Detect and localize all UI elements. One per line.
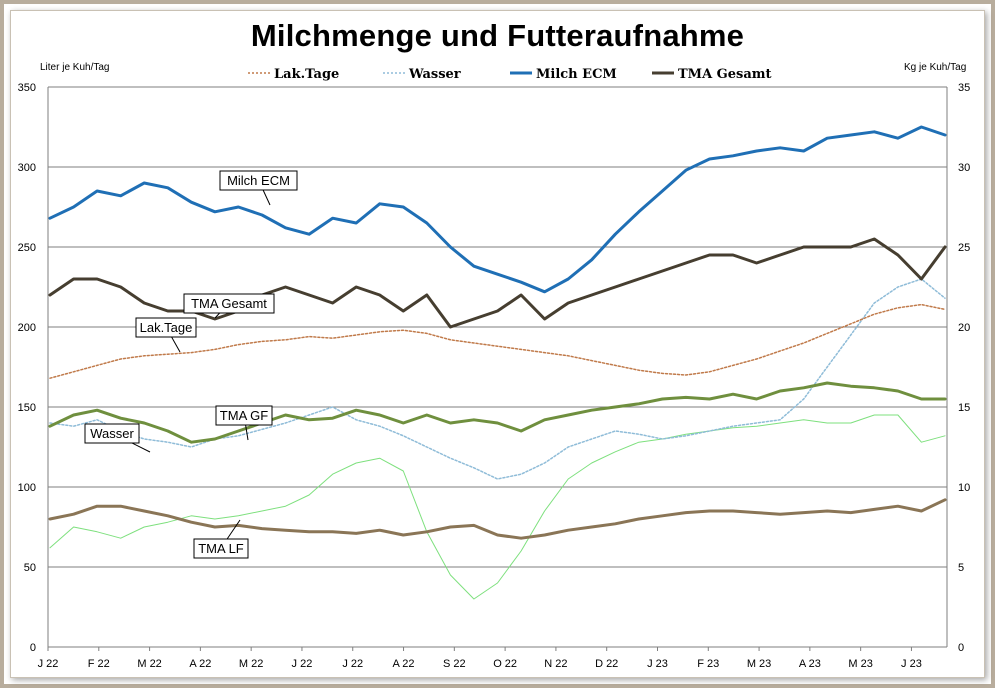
legend-label: Lak.Tage xyxy=(274,67,339,82)
y-left-tick-label: 300 xyxy=(18,162,36,174)
callout-box xyxy=(219,170,298,191)
callout-label: TMA GF xyxy=(220,408,268,423)
series-line-tma-gf xyxy=(48,381,947,444)
right-axis-unit: Kg je Kuh/Tag xyxy=(904,62,967,73)
x-tick-label: M 22 xyxy=(239,658,263,670)
x-tick-label: M 22 xyxy=(137,658,161,670)
callout-label: TMA LF xyxy=(198,541,244,556)
x-tick-label: A 23 xyxy=(799,658,821,670)
callout-box xyxy=(215,405,273,426)
x-tick-label: F 22 xyxy=(88,658,110,670)
callout-label: Milch ECM xyxy=(227,173,290,188)
series-line-tma-gesamt xyxy=(48,237,947,329)
callout-label: Wasser xyxy=(90,426,134,441)
y-left-tick-label: 200 xyxy=(18,322,36,334)
y-left-tick-label: 100 xyxy=(18,482,36,494)
x-tick-label: D 22 xyxy=(595,658,618,670)
y-left-tick-label: 50 xyxy=(24,562,36,574)
y-right-tick-label: 20 xyxy=(958,322,970,334)
y-right-tick-label: 15 xyxy=(958,402,970,414)
callout-box xyxy=(135,317,197,338)
x-tick-label: S 22 xyxy=(443,658,466,670)
chart-frame-inner xyxy=(10,10,985,678)
series-line-wasser xyxy=(49,278,946,480)
x-tick-label: M 23 xyxy=(848,658,872,670)
callout-box xyxy=(183,293,275,314)
x-tick-label: M 23 xyxy=(747,658,771,670)
x-tick-label: J 23 xyxy=(901,658,922,670)
x-tick-label: J 23 xyxy=(647,658,668,670)
y-right-tick-label: 0 xyxy=(958,642,964,654)
y-left-tick-label: 150 xyxy=(18,402,36,414)
left-axis-unit: Liter je Kuh/Tag xyxy=(40,62,110,73)
x-tick-label: N 22 xyxy=(544,658,567,670)
legend-label: TMA Gesamt xyxy=(678,67,772,82)
y-right-tick-label: 5 xyxy=(958,562,964,574)
y-left-tick-label: 0 xyxy=(30,642,36,654)
x-tick-label: A 22 xyxy=(189,658,211,670)
callout-label: Lak.Tage xyxy=(140,320,193,335)
y-right-tick-label: 30 xyxy=(958,162,970,174)
y-right-tick-label: 25 xyxy=(958,242,970,254)
callout-box xyxy=(84,423,140,444)
legend-label: Wasser xyxy=(408,67,461,82)
x-tick-label: J 22 xyxy=(342,658,363,670)
x-tick-label: O 22 xyxy=(493,658,517,670)
chart-title: Milchmenge und Futteraufnahme xyxy=(250,18,745,53)
series-line-milch-ecm xyxy=(48,125,947,294)
x-tick-label: J 22 xyxy=(292,658,313,670)
series-line-unlabeled-green xyxy=(49,414,946,600)
legend-label: Milch ECM xyxy=(536,67,617,82)
series-line-lak-tage xyxy=(49,303,946,379)
y-right-tick-label: 10 xyxy=(958,482,970,494)
x-tick-label: A 22 xyxy=(393,658,415,670)
callout-label: TMA Gesamt xyxy=(191,296,267,311)
x-tick-label: J 22 xyxy=(38,658,59,670)
callout-box xyxy=(193,538,249,559)
x-tick-label: F 23 xyxy=(697,658,719,670)
y-left-tick-label: 250 xyxy=(18,242,36,254)
series-line-tma-lf xyxy=(48,498,947,540)
y-right-tick-label: 35 xyxy=(958,82,970,94)
y-left-tick-label: 350 xyxy=(18,82,36,94)
